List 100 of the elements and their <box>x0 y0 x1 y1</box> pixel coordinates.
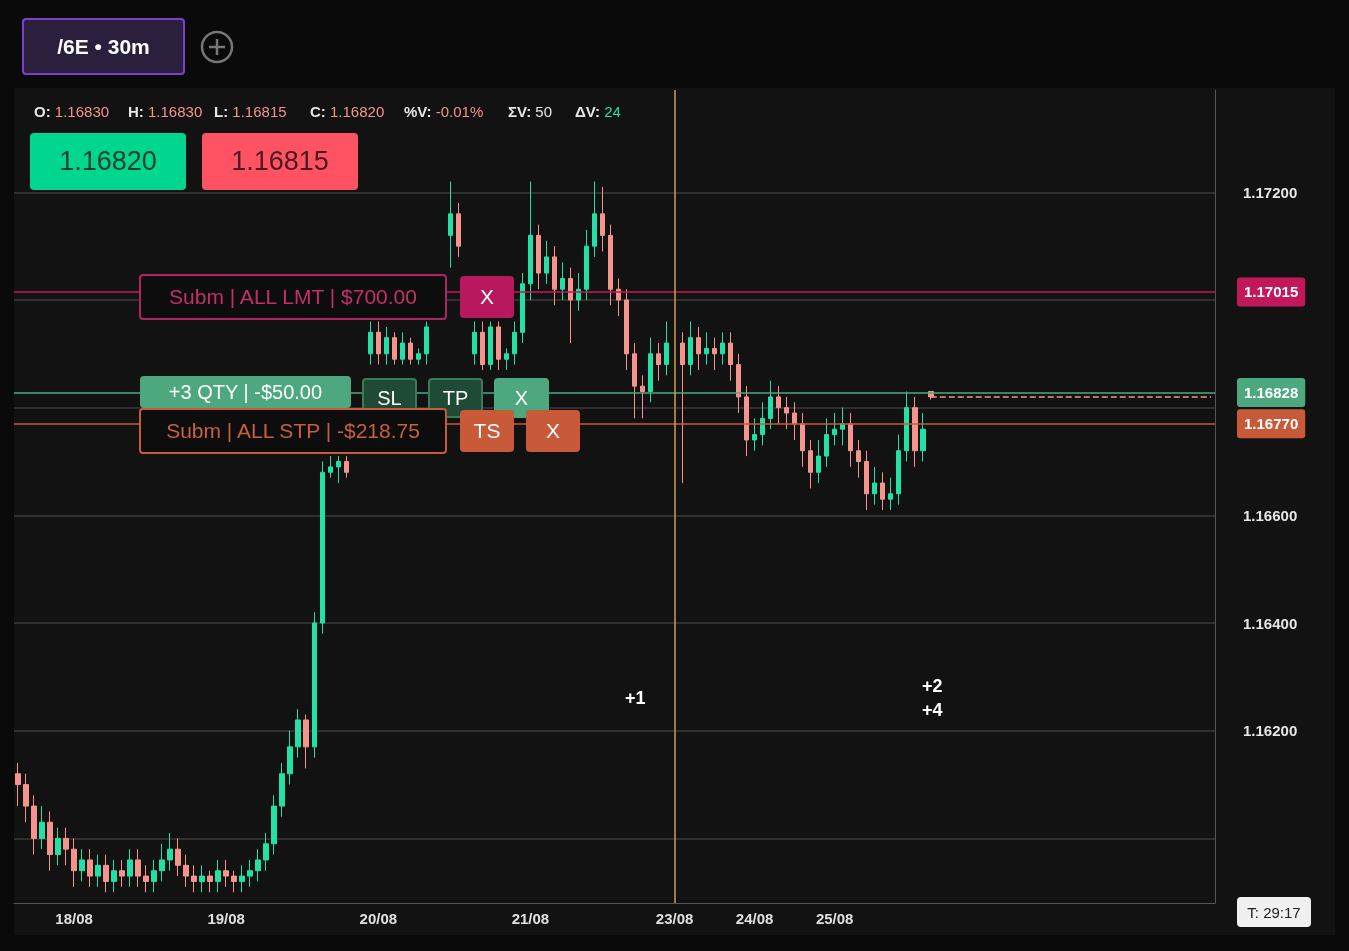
candlestick <box>47 810 53 872</box>
annotation: +4 <box>922 700 943 721</box>
annotation: Subm | ALL STP | -$218.75 <box>166 419 420 443</box>
text: T: 29:17 <box>1247 903 1301 921</box>
candlestick <box>143 864 149 893</box>
annotation: 1.16815 <box>231 146 329 177</box>
candlestick <box>151 859 157 893</box>
candlestick <box>752 417 757 452</box>
annotation: ΣV: 50 <box>508 103 553 120</box>
candlestick <box>664 321 669 376</box>
candlestick <box>15 762 21 807</box>
candlestick <box>287 730 293 786</box>
annotation: 1.16820 <box>59 146 157 177</box>
candlestick <box>175 837 181 877</box>
candlestick <box>63 827 69 866</box>
candlestick <box>552 245 557 306</box>
x-tick-label: 24/08 <box>735 910 774 927</box>
candlestick <box>504 347 509 371</box>
candlestick <box>95 854 101 888</box>
y-tick-label: 1.16400 <box>1243 614 1298 632</box>
candlestick <box>848 412 853 468</box>
candlestick <box>384 326 389 366</box>
candlestick <box>704 331 709 366</box>
annotation: +2 <box>922 676 943 697</box>
candlestick <box>247 859 253 888</box>
candlestick <box>776 385 781 425</box>
candlestick <box>888 477 893 511</box>
ref-line-label: 1.17015 <box>1244 283 1299 301</box>
candlestick <box>592 181 597 258</box>
x-tick-label: 25/08 <box>815 910 854 927</box>
candlestick <box>344 455 349 479</box>
candlestick <box>688 321 693 376</box>
candlestick <box>103 854 109 893</box>
candlestick <box>736 353 741 414</box>
candlestick <box>584 229 589 301</box>
candlestick <box>167 832 173 872</box>
candlestick <box>760 401 765 446</box>
candlestick <box>255 848 261 882</box>
annotation: %V: -0.01% <box>404 103 484 120</box>
candlestick <box>31 794 37 856</box>
candlestick <box>512 321 517 366</box>
candlestick <box>239 864 245 893</box>
candlestick <box>872 466 877 506</box>
candlestick <box>79 848 85 882</box>
candlestick <box>119 859 125 888</box>
annotation: X <box>479 285 494 309</box>
candlestick <box>840 407 845 446</box>
annotation: TP <box>442 386 469 410</box>
candlestick <box>199 864 205 893</box>
candlestick <box>135 848 141 888</box>
candlestick <box>912 396 918 468</box>
candlestick <box>23 773 29 823</box>
candlestick <box>920 412 926 462</box>
x-tick-label: 21/08 <box>511 910 550 927</box>
candlestick <box>720 331 725 366</box>
candlestick <box>159 843 165 882</box>
candlestick <box>87 848 93 888</box>
candlestick <box>640 374 645 419</box>
annotation: SL <box>377 386 402 410</box>
y-tick-label: 1.16600 <box>1243 506 1298 524</box>
candlestick <box>544 240 549 285</box>
candlestick <box>744 385 749 457</box>
candlestick <box>231 870 237 893</box>
annotation: +1 <box>625 688 646 709</box>
candlestick <box>864 450 869 511</box>
x-tick-label: 18/08 <box>55 910 93 927</box>
candlestick <box>448 181 453 269</box>
candlestick <box>207 870 213 893</box>
candlestick <box>488 321 493 371</box>
candlestick <box>303 714 309 769</box>
candlestick <box>55 827 61 866</box>
candlestick <box>528 181 533 301</box>
candlestick <box>728 331 733 382</box>
candlestick <box>416 347 421 366</box>
candlestick <box>392 331 397 366</box>
candlestick <box>648 337 653 403</box>
candlestick <box>824 417 829 468</box>
annotation: O: 1.16830 <box>34 103 110 120</box>
candlestick <box>111 859 117 893</box>
candlestick <box>496 321 501 371</box>
candlestick <box>39 805 45 850</box>
x-tick-label: 23/08 <box>655 910 694 927</box>
ref-line-label: 1.16770 <box>1244 415 1299 433</box>
candlestick <box>312 611 317 759</box>
annotation: X <box>514 386 529 410</box>
candlestick <box>808 439 813 489</box>
candlestick <box>183 854 189 888</box>
candlestick <box>904 391 909 462</box>
candlestick <box>600 186 605 253</box>
candlestick <box>408 337 413 366</box>
candlestick <box>832 412 837 446</box>
candlestick <box>71 837 77 888</box>
candlestick <box>271 794 277 856</box>
candlestick <box>896 434 901 506</box>
candlestick <box>624 288 629 371</box>
candlestick <box>336 455 341 484</box>
annotation: TS <box>473 419 501 443</box>
candlestick <box>784 396 789 430</box>
x-tick-label: 19/08 <box>207 910 245 927</box>
candlestick <box>712 337 717 371</box>
